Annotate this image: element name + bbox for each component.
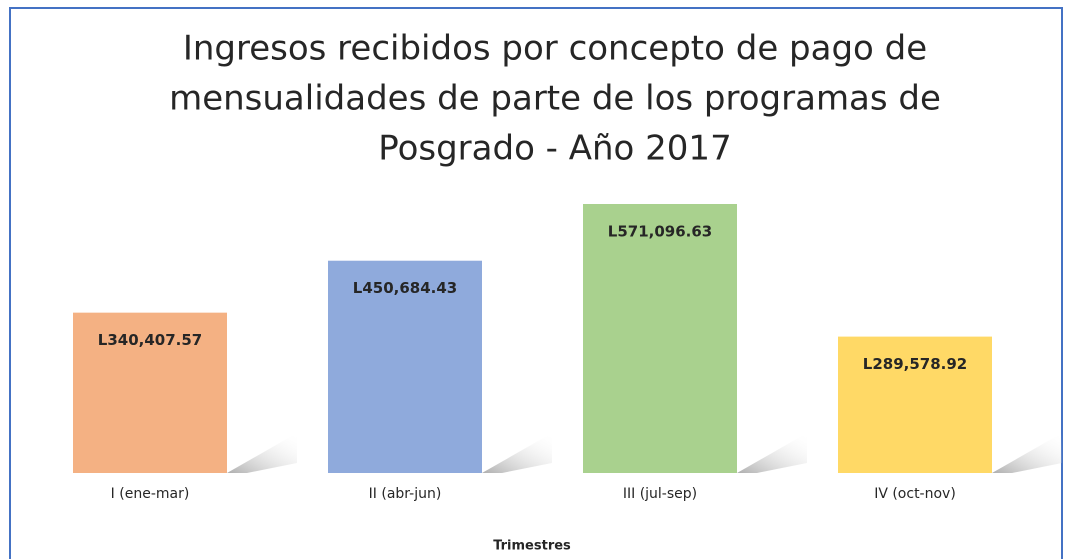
x-tick-label: III (jul-sep) <box>623 486 697 502</box>
bar-shadow <box>227 433 297 473</box>
x-tick-label: II (abr-jun) <box>369 486 442 502</box>
value-label: L340,407.57 <box>98 331 202 349</box>
value-label: L571,096.63 <box>608 223 712 241</box>
bar-shadow <box>992 433 1062 473</box>
bar <box>838 336 992 473</box>
value-label: L289,578.92 <box>863 355 967 373</box>
chart-title: Posgrado - Año 2017 <box>378 129 731 169</box>
bar-shadow <box>482 433 552 473</box>
value-label: L450,684.43 <box>353 279 457 297</box>
x-axis-title: Trimestres <box>493 539 571 554</box>
chart-title: mensualidades de parte de los programas … <box>169 79 941 119</box>
x-tick-label: IV (oct-nov) <box>874 486 956 502</box>
bar-shadow <box>737 433 807 473</box>
bar <box>583 204 737 473</box>
bar <box>73 312 227 473</box>
chart-title: Ingresos recibidos por concepto de pago … <box>183 29 927 69</box>
bar <box>328 260 482 473</box>
x-tick-label: I (ene-mar) <box>111 486 190 502</box>
